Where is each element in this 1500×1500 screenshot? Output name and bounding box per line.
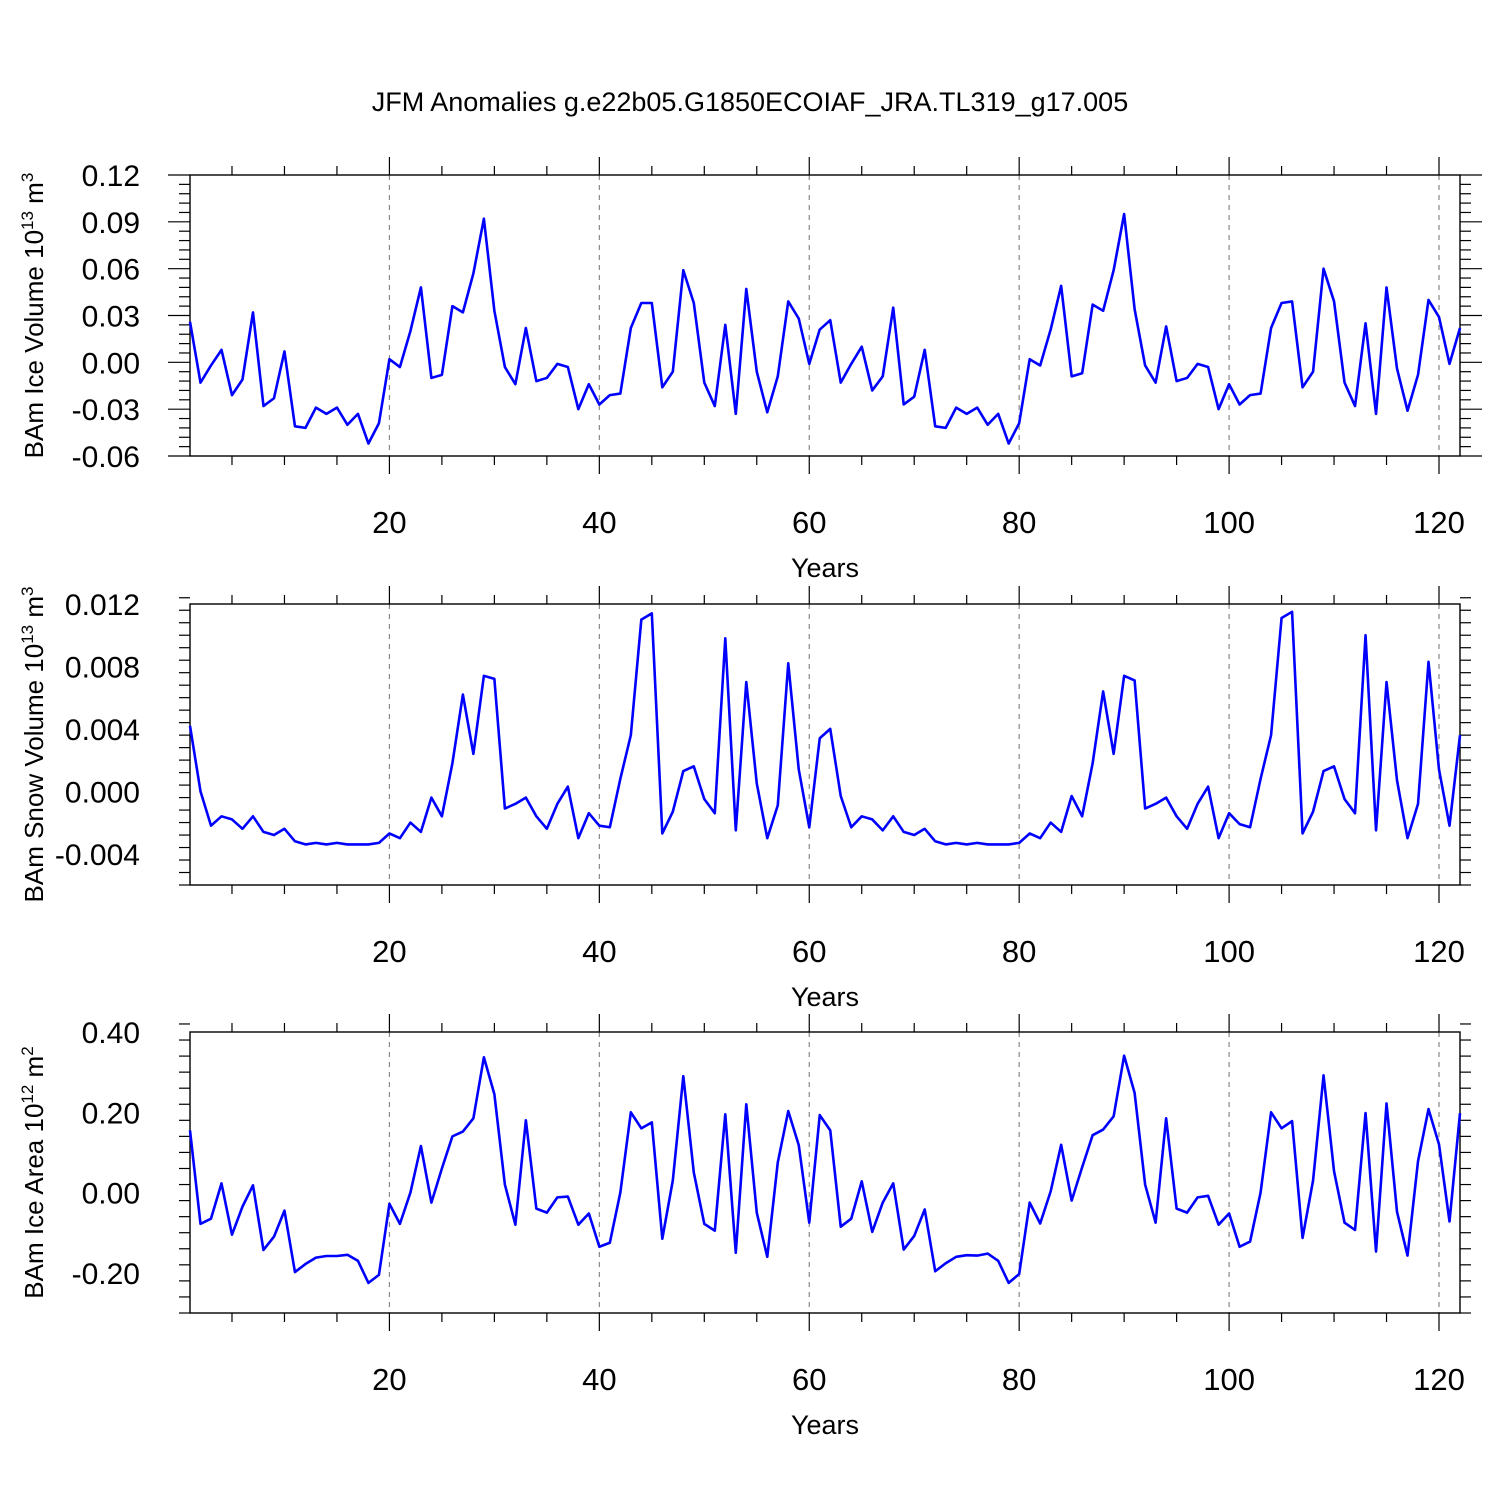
x-axis-label: Years [791, 1410, 859, 1440]
x-tick-label: 80 [1002, 505, 1036, 540]
panel-snow-volume: -0.004 0.000 0.004 0.008 0.012 20 40 60 80 100 120… [18, 586, 1471, 1012]
x-tick-label: 80 [1002, 934, 1036, 969]
series-line-snow-volume [188, 610, 1462, 846]
x-tick-label: 60 [792, 934, 826, 969]
x-tick-label: 20 [372, 1362, 406, 1397]
x-tick-label: 60 [792, 1362, 826, 1397]
y-axis-label: BAm Snow Volume 1013 m3 [18, 587, 49, 903]
y-tick-label: 0.00 [82, 347, 140, 380]
y-tick-label: 0.012 [65, 589, 140, 622]
x-axis-label: Years [791, 553, 859, 583]
y-tick-label: 0.03 [82, 301, 140, 334]
y-tick-label: 0.00 [82, 1178, 140, 1211]
x-tick-label: 100 [1203, 505, 1255, 540]
x-tick-label: 60 [792, 505, 826, 540]
x-tick-label: 20 [372, 934, 406, 969]
y-tick-label: 0.40 [82, 1017, 140, 1050]
y-tick-label: 0.20 [82, 1097, 140, 1130]
chart-title: JFM Anomalies g.e22b05.G1850ECOIAF_JRA.T… [372, 87, 1128, 117]
y-tick-label: 0.12 [82, 160, 140, 193]
panels: -0.06 -0.03 0.00 0.03 0.06 0.09 0.12 20 40 60 80 10… [18, 157, 1482, 1440]
series-line-ice-area [188, 1054, 1462, 1285]
panel-ice-area: -0.20 0.00 0.20 0.40 20 40 60 80 100 120 Years BAm … [18, 1014, 1471, 1440]
x-tick-label: 40 [582, 505, 616, 540]
series-line-ice-volume [188, 212, 1462, 445]
panel-ice-volume: -0.06 -0.03 0.00 0.03 0.06 0.09 0.12 20 40 60 80 10… [18, 157, 1482, 583]
x-axis-label: Years [791, 982, 859, 1012]
y-tick-label: -0.03 [72, 394, 140, 427]
y-tick-label: -0.20 [72, 1258, 140, 1291]
x-tick-label: 20 [372, 505, 406, 540]
x-tick-label: 100 [1203, 934, 1255, 969]
y-tick-label: -0.06 [72, 441, 140, 474]
plot-frame [189, 1031, 1461, 1314]
x-tick-label: 120 [1413, 505, 1465, 540]
x-tick-label: 120 [1413, 1362, 1465, 1397]
y-tick-label: 0.06 [82, 254, 140, 287]
y-axis-label: BAm Ice Volume 1013 m3 [18, 173, 49, 459]
x-tick-label: 100 [1203, 1362, 1255, 1397]
y-axis-label: BAm Ice Area 1012 m2 [18, 1046, 49, 1298]
y-tick-label: 0.09 [82, 207, 140, 240]
y-tick-label: -0.004 [55, 839, 140, 872]
x-tick-label: 120 [1413, 934, 1465, 969]
y-tick-label: 0.000 [65, 776, 140, 809]
y-tick-label: 0.008 [65, 651, 140, 684]
x-tick-label: 80 [1002, 1362, 1036, 1397]
x-tick-label: 40 [582, 1362, 616, 1397]
y-tick-label: 0.004 [65, 714, 140, 747]
x-tick-label: 40 [582, 934, 616, 969]
